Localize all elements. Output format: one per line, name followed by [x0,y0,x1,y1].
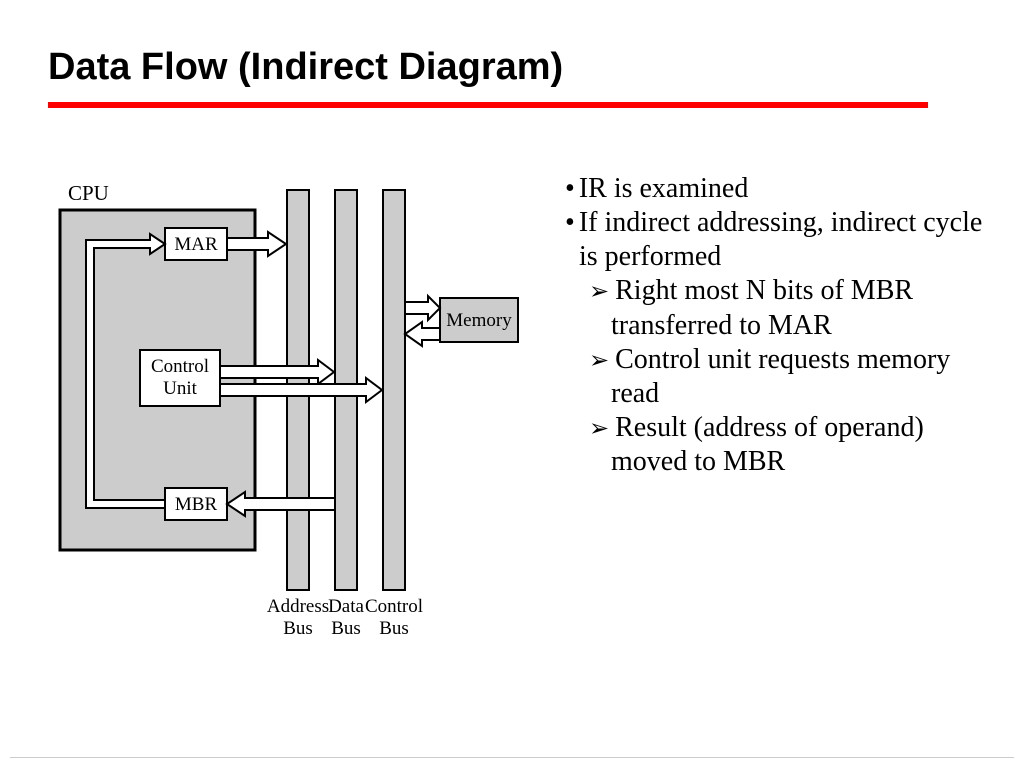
subbullet-1: Right most N bits of MBR transferred to … [565,274,995,342]
control-unit-l2: Unit [163,378,198,399]
memory-label: Memory [446,310,512,331]
slide: Data Flow (Indirect Diagram) CPU Address… [0,0,1024,768]
mbr-label: MBR [175,494,218,515]
address-bus-label-l1: Address [267,596,329,617]
bullet-1: IR is examined [565,172,995,206]
slide-title: Data Flow (Indirect Diagram) [48,46,563,89]
subbullet-3: Result (address of operand) moved to MBR [565,411,995,479]
data-bus-label-l2: Bus [331,618,361,639]
data-bus-label-l1: Data [328,596,364,617]
bullet-2: If indirect addressing, indirect cycle i… [565,206,995,274]
dataflow-diagram: CPU Address Bus Data Bus Control Bus MAR… [50,170,530,660]
control-unit-l1: Control [151,356,209,377]
address-bus-label-l2: Bus [283,618,313,639]
mar-label: MAR [174,234,218,255]
footer-divider [10,757,1014,758]
control-bus-label-l2: Bus [379,618,409,639]
bullet-list: IR is examined If indirect addressing, i… [565,172,995,479]
title-underline [48,102,928,108]
subbullet-2: Control unit requests memory read [565,343,995,411]
control-bus-label-l1: Control [365,596,423,617]
cpu-label: CPU [68,181,109,205]
